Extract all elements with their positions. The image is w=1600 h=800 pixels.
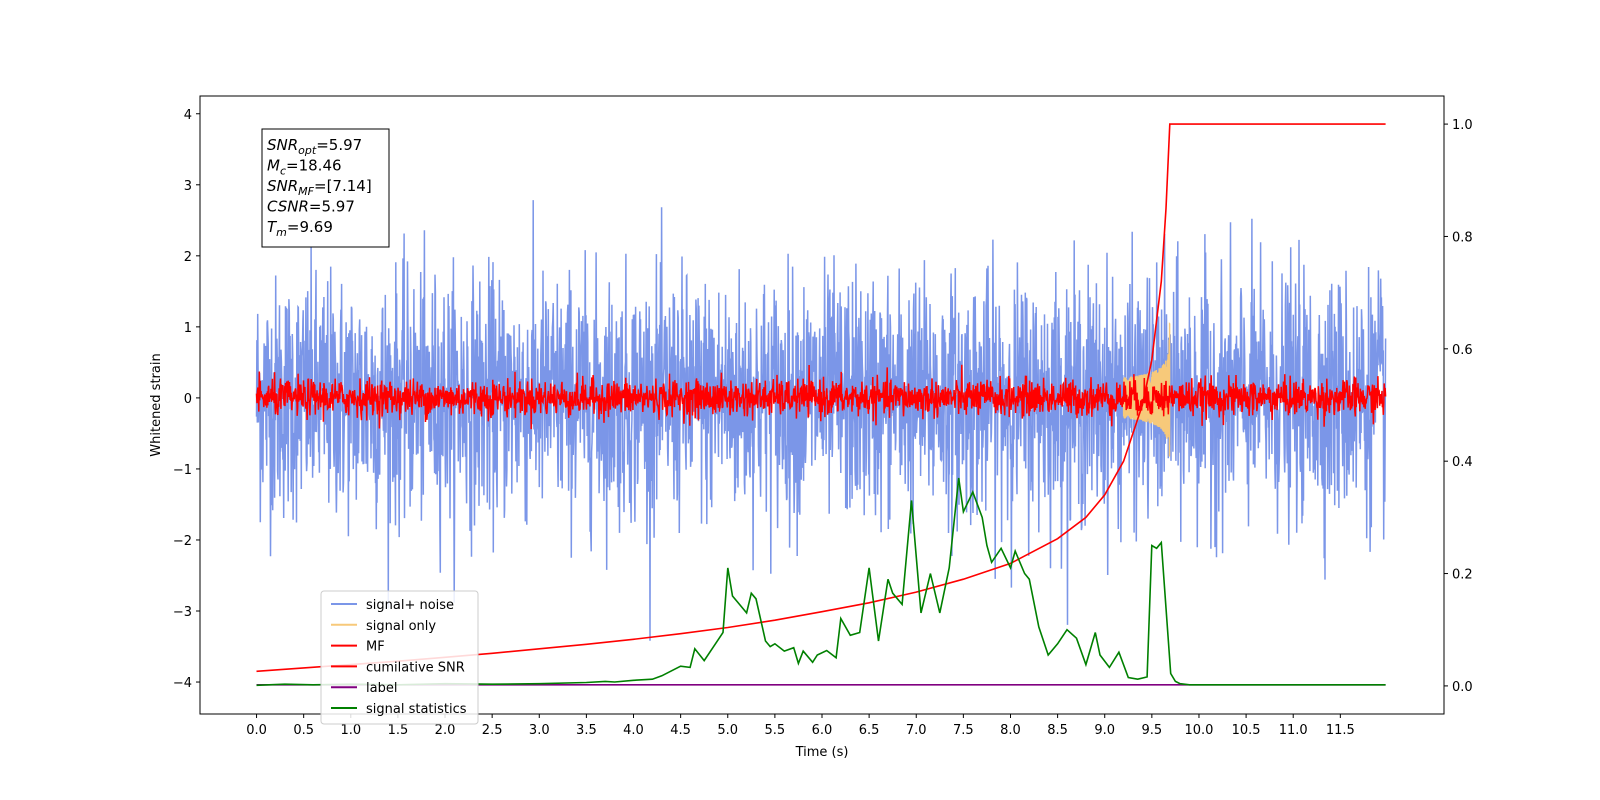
- x-tick-label: 3.0: [529, 723, 550, 738]
- annotation-line: Tm=9.69: [267, 218, 333, 239]
- x-tick-label: 3.5: [576, 723, 597, 738]
- y-tick-label: 2: [184, 250, 192, 265]
- y-axis-label: Whitened strain: [149, 353, 164, 456]
- y-tick-label: −2: [173, 534, 192, 549]
- x-tick-label: 9.0: [1094, 723, 1115, 738]
- x-tick-label: 9.5: [1142, 723, 1163, 738]
- annotation-line: SNRMF=[7.14]: [267, 177, 372, 198]
- legend-frame: [320, 590, 479, 725]
- y-right-tick-label: 0.4: [1452, 455, 1473, 470]
- x-tick-label: 5.0: [717, 723, 738, 738]
- y-tick-label: −1: [173, 463, 192, 478]
- x-tick-label: 7.5: [953, 723, 974, 738]
- y-tick-label: 4: [184, 108, 192, 123]
- x-tick-label: 4.0: [623, 723, 644, 738]
- x-tick-label: 7.0: [906, 723, 927, 738]
- x-tick-label: 2.0: [435, 723, 456, 738]
- x-tick-label: 8.0: [1000, 723, 1021, 738]
- y-right-tick-label: 0.6: [1452, 343, 1473, 358]
- annotation-line: CSNR=5.97: [267, 198, 355, 216]
- series-mf: [255, 364, 1387, 430]
- x-tick-label: 11.5: [1326, 723, 1355, 738]
- y-tick-label: −3: [173, 605, 192, 620]
- legend-label-signal-only: signal only: [366, 619, 436, 634]
- legend-label-signal-statistics: signal statistics: [366, 702, 467, 717]
- x-axis-label: Time (s): [795, 745, 849, 760]
- y-right-tick-label: 0.2: [1452, 568, 1473, 583]
- annotation-frame: [261, 128, 390, 248]
- y-tick-label: 0: [184, 392, 192, 407]
- annotation-line: Mc=18.46: [267, 157, 342, 178]
- annotation-line: SNRopt=5.97: [267, 136, 362, 157]
- x-tick-label: 8.5: [1047, 723, 1068, 738]
- legend: signal+ noise signal only MF cumilative SNR…: [320, 590, 479, 725]
- x-tick-label: 4.5: [670, 723, 691, 738]
- legend-label-cumilative-snr: cumilative SNR: [366, 660, 465, 675]
- x-tick-label: 0.5: [293, 723, 314, 738]
- x-tick-label: 1.5: [388, 723, 409, 738]
- legend-label-mf: MF: [366, 640, 385, 655]
- y-tick-label: 1: [184, 321, 192, 336]
- y-tick-label: −4: [173, 676, 192, 691]
- y-axis-right: 0.0 0.2 0.4 0.6 0.8 1.0: [1444, 118, 1473, 695]
- legend-label-label: label: [366, 681, 397, 696]
- x-tick-label: 6.5: [859, 723, 880, 738]
- y-tick-label: 3: [184, 179, 192, 194]
- x-tick-label: 6.0: [812, 723, 833, 738]
- y-right-tick-label: 0.0: [1452, 680, 1473, 695]
- y-axis-left: −4 −3 −2 −1 0 1 2 3 4: [173, 108, 200, 691]
- x-tick-label: 11.0: [1279, 723, 1308, 738]
- annotation-box: SNRopt=5.97Mc=18.46SNRMF=[7.14]CSNR=5.97…: [261, 128, 390, 248]
- series-signal-statistics: [256, 477, 1386, 687]
- y-right-tick-label: 1.0: [1452, 118, 1473, 133]
- y-right-tick-label: 0.8: [1452, 230, 1473, 245]
- x-tick-label: 10.5: [1232, 723, 1261, 738]
- x-tick-label: 2.5: [482, 723, 503, 738]
- x-tick-label: 10.0: [1184, 723, 1213, 738]
- legend-label-signal-noise: signal+ noise: [366, 598, 454, 613]
- x-tick-label: 0.0: [246, 723, 267, 738]
- series-signal-noise: [255, 200, 1387, 641]
- x-axis: 0.0 0.5 1.0 1.5 2.0 2.5 3.0 3.5 4.0 4.5 5.0 5.5 6.0 6…: [246, 714, 1355, 738]
- x-tick-label: 1.0: [340, 723, 361, 738]
- x-tick-label: 5.5: [765, 723, 786, 738]
